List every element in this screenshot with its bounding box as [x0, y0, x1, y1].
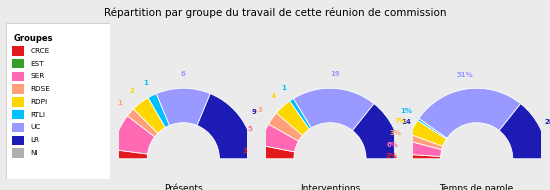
Text: 9: 9 — [251, 108, 256, 115]
Text: 3: 3 — [258, 107, 263, 113]
Text: RDSE: RDSE — [31, 86, 51, 92]
Text: UC: UC — [31, 124, 41, 131]
Text: 14: 14 — [402, 119, 411, 125]
Text: 4: 4 — [271, 93, 276, 99]
Text: 4: 4 — [102, 123, 107, 129]
Bar — [12, 59, 24, 68]
Bar — [12, 123, 24, 132]
Text: NI: NI — [31, 150, 38, 156]
Wedge shape — [128, 109, 158, 137]
Bar — [12, 110, 24, 119]
Wedge shape — [406, 141, 442, 156]
Wedge shape — [261, 124, 299, 152]
Bar — [12, 85, 24, 94]
Bar — [12, 148, 24, 158]
Wedge shape — [353, 104, 400, 159]
Text: 3%: 3% — [389, 130, 402, 136]
Wedge shape — [499, 104, 547, 159]
Text: 1: 1 — [117, 100, 122, 106]
Wedge shape — [268, 113, 302, 141]
Bar — [12, 97, 24, 107]
Text: 7%: 7% — [395, 118, 407, 124]
Text: RTLI: RTLI — [31, 112, 46, 118]
Text: 3: 3 — [243, 148, 248, 154]
Bar — [12, 136, 24, 145]
Wedge shape — [134, 98, 166, 133]
Wedge shape — [148, 94, 169, 127]
Text: LR: LR — [31, 137, 40, 143]
Wedge shape — [197, 94, 254, 159]
Wedge shape — [410, 120, 447, 146]
Wedge shape — [417, 118, 447, 139]
Wedge shape — [290, 98, 311, 129]
Text: Temps de parole
(mots prononcés): Temps de parole (mots prononcés) — [437, 184, 516, 190]
FancyBboxPatch shape — [6, 23, 110, 179]
Wedge shape — [113, 116, 155, 154]
Wedge shape — [294, 88, 374, 131]
Text: 28%: 28% — [545, 119, 550, 125]
Text: 1%: 1% — [400, 108, 412, 114]
Text: 51%: 51% — [456, 72, 473, 78]
Text: Répartition par groupe du travail de cette réunion de commission: Répartition par groupe du travail de cet… — [104, 8, 446, 18]
Text: 2%: 2% — [386, 153, 398, 159]
Text: Groupes: Groupes — [14, 34, 53, 43]
Text: 5: 5 — [248, 126, 252, 132]
Text: 6%: 6% — [387, 142, 399, 148]
Text: 1: 1 — [281, 85, 286, 91]
Text: 1: 1 — [96, 150, 101, 156]
Text: 6: 6 — [181, 71, 186, 77]
Text: CRCE: CRCE — [31, 48, 50, 54]
Text: EST: EST — [31, 61, 44, 67]
Wedge shape — [156, 88, 210, 125]
Text: 2: 2 — [129, 88, 134, 94]
Bar — [12, 46, 24, 55]
Text: Présents: Présents — [164, 184, 202, 190]
Wedge shape — [406, 154, 441, 159]
Text: 19: 19 — [331, 71, 340, 77]
Bar — [12, 72, 24, 81]
Text: RDPI: RDPI — [31, 99, 48, 105]
Wedge shape — [409, 134, 443, 150]
Wedge shape — [260, 145, 295, 159]
Wedge shape — [276, 101, 309, 135]
Wedge shape — [419, 88, 521, 138]
Text: Interventions: Interventions — [300, 184, 360, 190]
Wedge shape — [113, 150, 147, 159]
Text: 1: 1 — [144, 80, 148, 86]
Text: SER: SER — [31, 73, 45, 79]
